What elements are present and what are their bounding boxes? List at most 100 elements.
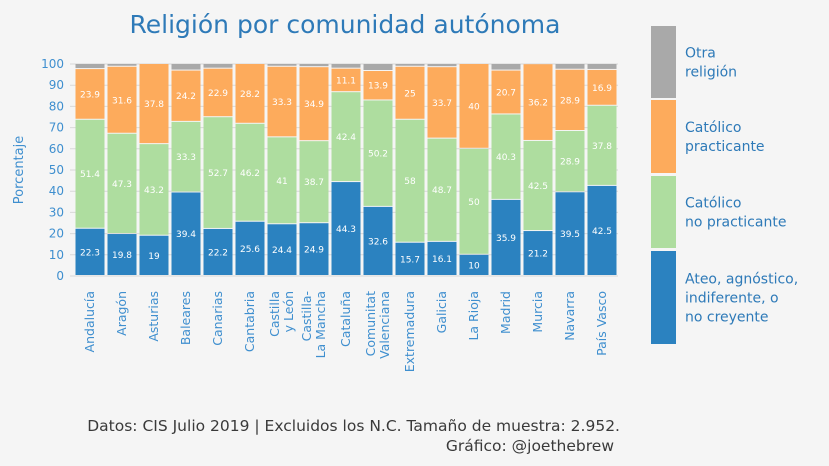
data-label: 39.4 [176,230,196,240]
x-tick-text: Valenciana [377,291,392,359]
bar-segment [587,64,617,69]
x-tick-text: Cantabria [242,291,257,352]
bar-segment [299,141,329,223]
data-label: 19 [148,252,160,262]
x-tick-text: Aragón [114,291,129,336]
y-tick-label: 50 [49,163,64,177]
y-tick-label: 70 [49,121,64,135]
data-label: 21.2 [528,250,548,260]
bar-segment [203,117,233,228]
x-tick-label: Galicia [434,291,449,333]
legend-label: practicante [685,139,765,155]
x-tick-label: Baleares [178,291,193,345]
x-tick-text: Canarias [210,291,225,346]
x-tick-text: Andalucía [82,291,97,352]
bar-segment [523,140,553,231]
legend-label: no creyente [685,310,769,326]
bar-segment [75,64,105,69]
y-tick-label: 40 [49,184,64,198]
x-tick-text: País Vasco [594,291,609,356]
bar-segment [427,241,457,275]
y-tick-label: 0 [56,269,64,283]
legend-label: no practicante [685,215,786,231]
x-tick-label: La Rioja [466,291,481,341]
bar-segment [267,224,297,275]
data-label: 13.9 [368,82,388,92]
data-label: 19.8 [112,251,132,261]
bar-segment [107,234,137,275]
data-label: 43.2 [144,186,164,196]
data-label: 25 [404,89,415,99]
legend-swatch [651,251,676,344]
data-label: 20.7 [496,89,516,99]
bar-segment [523,231,553,275]
data-label: 11.1 [336,76,356,86]
x-tick-text: Extremadura [402,291,417,372]
bar-segment [395,242,425,275]
x-tick-label: Madrid [498,291,513,334]
bar-segment [331,92,361,182]
data-label: 22.2 [208,248,228,258]
footer-source: Datos: CIS Julio 2019 | Excluidos los N.… [87,417,620,435]
x-tick-text: Asturias [146,291,161,342]
data-label: 48.7 [432,186,452,196]
bar-segment [171,121,201,192]
bar-segment [491,114,521,199]
data-label: 50.2 [368,150,388,160]
data-label: 24.2 [176,92,196,102]
data-label: 24.9 [304,246,324,256]
legend-label: Católico [685,196,741,212]
y-tick-label: 80 [49,99,64,113]
data-label: 16.9 [592,84,612,94]
data-label: 31.6 [112,96,132,106]
legend-label: Ateo, agnóstico, [685,272,798,288]
data-label: 46.2 [240,169,260,179]
bar-segment [395,66,425,119]
legend-label: indiferente, o [685,291,779,307]
bar-segment [139,235,169,275]
x-tick-label: Castilla- La Mancha [299,291,328,358]
data-label: 51.4 [80,170,100,180]
x-tick-label: Cataluña [338,291,353,347]
data-label: 38.7 [304,178,324,188]
data-label: 52.7 [208,169,228,179]
bar-segment [203,64,233,68]
bar-segment [491,64,521,70]
bar-segment [363,64,393,70]
y-tick-label: 90 [49,78,64,92]
bar-segment [75,119,105,228]
bar-segment [491,70,521,114]
bar-segment [331,64,361,68]
bar-segment [555,192,585,275]
plot-area: 0 10 20 30 40 50 60 70 80 90 100 22.3 51.4 23.9 Andalu… [41,57,618,372]
bar-segment [203,228,233,275]
y-tick-label: 10 [49,248,64,262]
y-tick-label: 100 [41,57,64,71]
x-tick-label: Cantabria [242,291,257,352]
bar-segment [107,133,137,234]
data-label: 15.7 [400,255,420,265]
bar-segment [491,199,521,275]
bar-segment [587,69,617,105]
bar-segment [395,64,425,66]
data-label: 28.9 [560,158,580,168]
bar-segment [427,138,457,241]
bar-segment [267,66,297,137]
bar-segment [459,148,489,254]
y-tick-label: 30 [49,205,64,219]
x-tick-text: Baleares [178,291,193,345]
data-label: 42.5 [528,182,548,192]
x-tick-label: Comunitat Valenciana [363,291,392,359]
legend-label: religión [685,65,737,81]
bar-segment [587,105,617,185]
x-tick-label: Navarra [562,291,577,341]
x-tick-text: Madrid [498,291,513,334]
data-label: 10 [468,261,480,271]
bar-segment [555,69,585,130]
x-tick-text: Cataluña [338,291,353,347]
bar-segment [523,64,553,140]
x-tick-text: Castilla [267,291,282,337]
bar-segment [459,64,489,148]
bar-segment [203,68,233,117]
